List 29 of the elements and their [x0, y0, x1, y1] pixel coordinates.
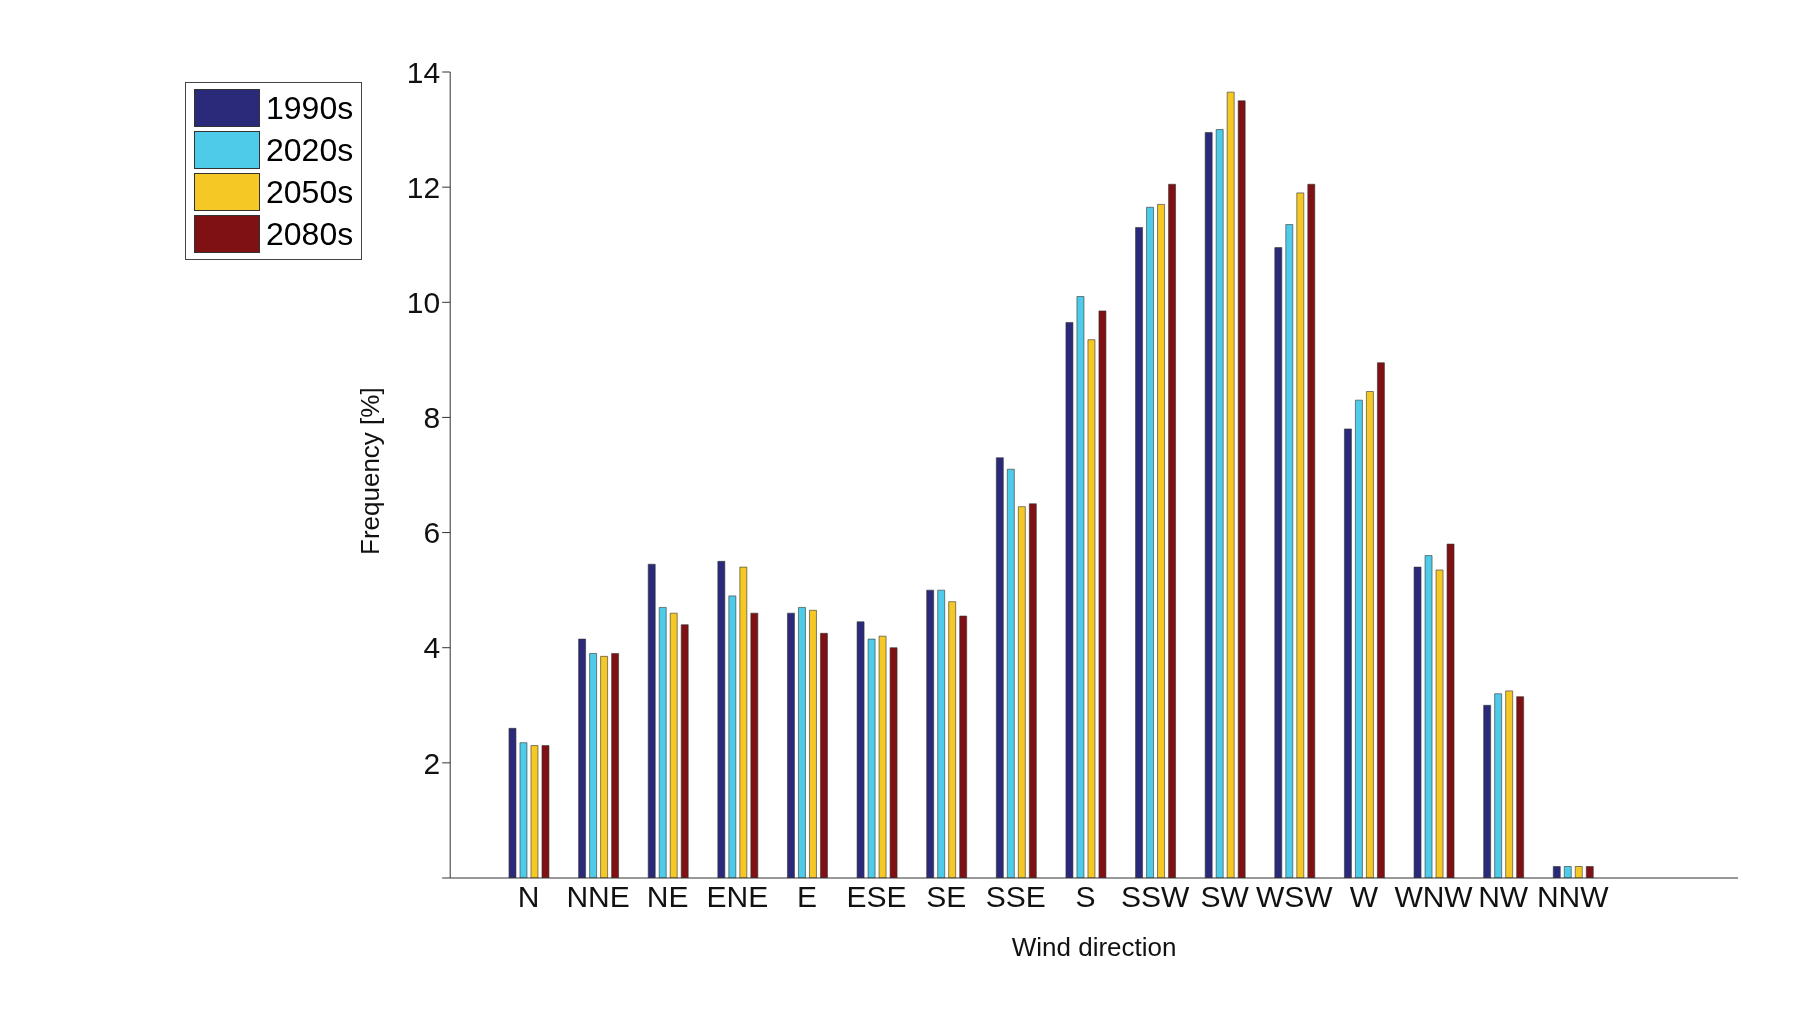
- y-tick-label: 14: [406, 55, 441, 89]
- x-tick-label: WSW: [1255, 880, 1334, 914]
- legend-label: 1990s: [266, 89, 354, 127]
- x-tick-label: NNE: [566, 880, 630, 914]
- x-tick-label: W: [1349, 880, 1379, 914]
- y-tick-label: 8: [423, 401, 441, 435]
- y-tick-label: 12: [406, 170, 441, 204]
- legend-label: 2080s: [266, 215, 354, 253]
- y-tick-label: 4: [423, 631, 441, 665]
- y-axis-title: Frequency [%]: [355, 387, 386, 555]
- x-tick-label: SE: [926, 880, 967, 914]
- x-tick-label: WNW: [1394, 880, 1474, 914]
- x-tick-label: NNW: [1536, 880, 1610, 914]
- y-tick-label: 10: [406, 285, 441, 319]
- legend-label: 2050s: [266, 173, 354, 211]
- x-tick-label: SW: [1200, 880, 1250, 914]
- legend-label: 2020s: [266, 131, 354, 169]
- y-tick-label: 6: [423, 516, 441, 550]
- x-tick-label: ENE: [706, 880, 769, 914]
- x-tick-label: SSE: [985, 880, 1046, 914]
- x-tick-label: ESE: [846, 880, 907, 914]
- x-tick-label: NW: [1478, 880, 1529, 914]
- x-tick-label: S: [1075, 880, 1096, 914]
- x-tick-label: N: [517, 880, 540, 914]
- x-tick-label: SSW: [1120, 880, 1190, 914]
- x-tick-label: NE: [646, 880, 689, 914]
- y-tick-label: 2: [423, 746, 441, 780]
- x-tick-label: E: [796, 880, 817, 914]
- x-axis-title: Wind direction: [1011, 932, 1177, 962]
